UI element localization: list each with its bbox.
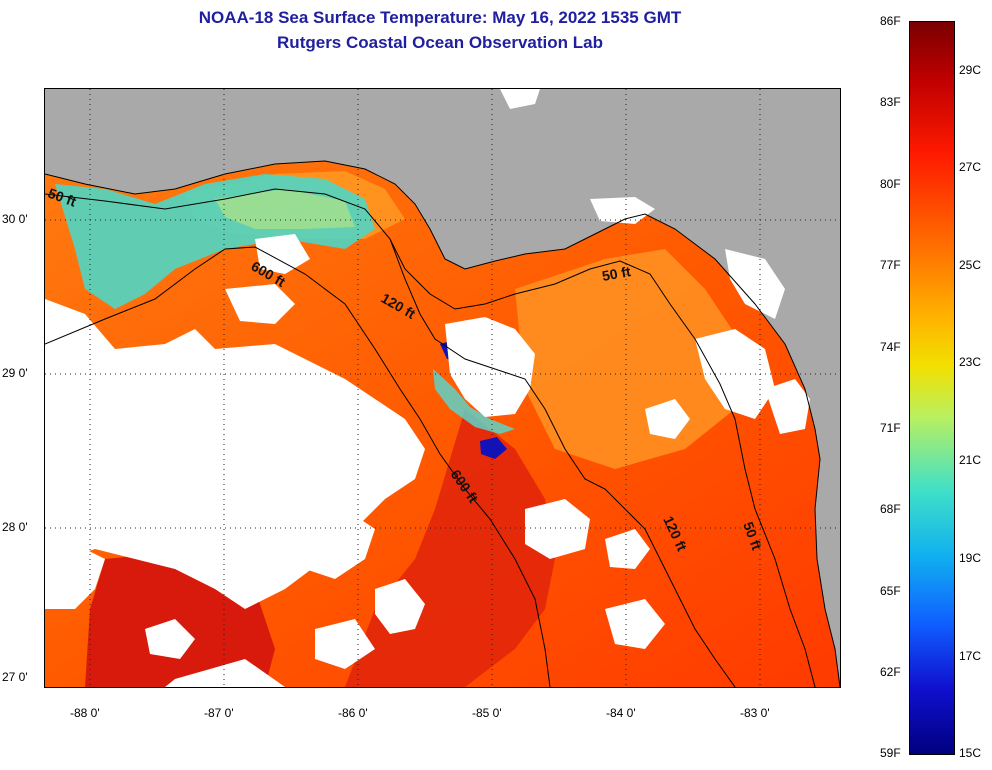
sst-map[interactable]: 50 ft 600 ft 120 ft 50 ft 600 ft 120 ft …: [44, 88, 841, 688]
lon-label: -83 0': [740, 706, 770, 720]
lon-label: -84 0': [606, 706, 636, 720]
colorbar-label-f: 80F: [880, 177, 901, 191]
lat-label: 30 0': [2, 212, 28, 226]
colorbar-label-f: 62F: [880, 665, 901, 679]
colorbar-label-f: 86F: [880, 14, 901, 28]
colorbar-label-f: 77F: [880, 258, 901, 272]
lon-label: -87 0': [204, 706, 234, 720]
sea-orange-east: [515, 249, 745, 469]
lon-label: -88 0': [70, 706, 100, 720]
colorbar-label-c: 29C: [959, 63, 982, 77]
cold-eddy-south: [480, 437, 507, 459]
colorbar-label-c: 27C: [959, 160, 982, 174]
colorbar-label-c: 19C: [959, 551, 982, 565]
cool-water-inner: [215, 189, 355, 229]
temperature-colorbar: [909, 21, 955, 755]
lon-label: -85 0': [472, 706, 502, 720]
colorbar-label-c: 23C: [959, 355, 982, 369]
isobaths: [45, 188, 816, 687]
colorbar-label-f: 74F: [880, 340, 901, 354]
coastline: [45, 160, 840, 687]
lat-label: 28 0': [2, 520, 28, 534]
lat-label: 29 0': [2, 366, 28, 380]
map-title: NOAA-18 Sea Surface Temperature: May 16,…: [198, 8, 682, 27]
colorbar-label-c: 21C: [959, 453, 982, 467]
lat-label: 27 0': [2, 670, 28, 684]
colorbar-label-c: 17C: [959, 649, 982, 663]
colorbar-label-c: 15C: [959, 746, 982, 760]
colorbar-label-c: 25C: [959, 258, 982, 272]
colorbar-label-f: 59F: [880, 746, 901, 760]
colorbar-label-f: 71F: [880, 421, 901, 435]
cool-ring: [433, 369, 515, 434]
colorbar-label-f: 68F: [880, 502, 901, 516]
lon-label: -86 0': [338, 706, 368, 720]
colorbar-label-f: 83F: [880, 95, 901, 109]
map-subtitle: Rutgers Coastal Ocean Observation Lab: [277, 33, 603, 52]
cloud-mask: [45, 89, 810, 687]
sst-map-canvas: 50 ft 600 ft 120 ft 50 ft 600 ft 120 ft …: [45, 89, 840, 687]
colorbar-label-f: 65F: [880, 584, 901, 598]
contour-label: 50 ft: [601, 263, 632, 284]
